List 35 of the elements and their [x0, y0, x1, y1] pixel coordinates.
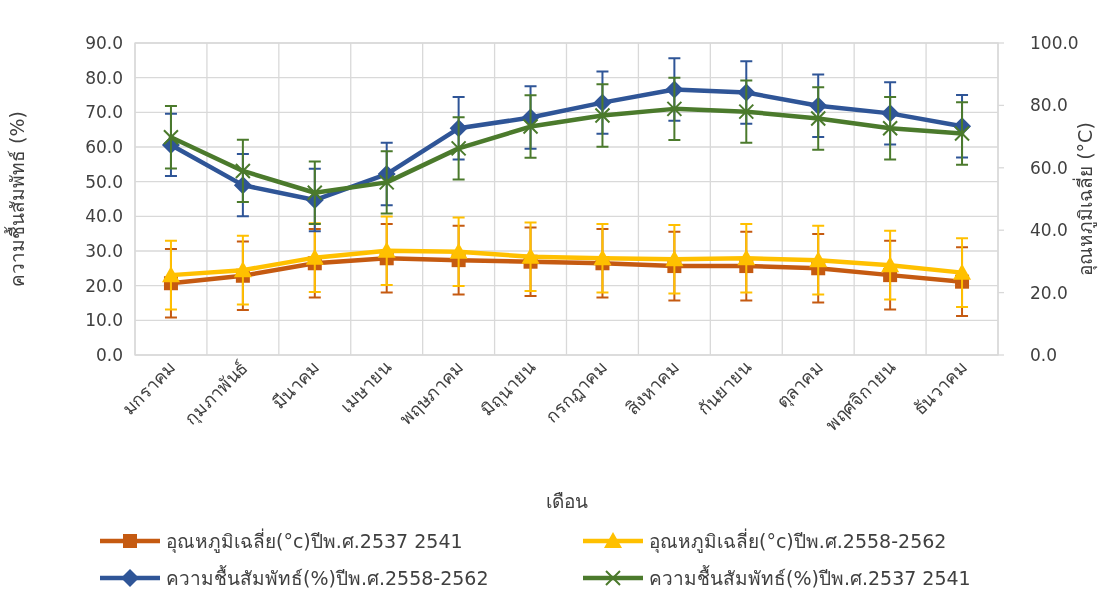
point [954, 125, 971, 142]
legend-label: อุณหภูมิเฉลี่ย(°c)ปีพ.ศ.2558-2562 [649, 528, 947, 554]
point [666, 100, 683, 117]
y-tick-label: 40.0 [85, 206, 123, 227]
y-axis-title: ความชื้นสัมพัทธ์ (%) [4, 111, 28, 287]
point [378, 174, 395, 191]
y2-tick-label: 60.0 [1030, 157, 1068, 178]
y-tick-label: 80.0 [85, 67, 123, 88]
legend-label: ความชื้นสัมพัทธ์(%)ปีพ.ศ.2537 2541 [649, 565, 971, 589]
y2-axis-title: อุณหภูมิเฉลี่ย (°C) [1072, 122, 1098, 276]
y-tick-label: 10.0 [85, 310, 123, 331]
legend-label: อุณหภูมิเฉลี่ย(°c)ปีพ.ศ.2537 2541 [166, 528, 463, 554]
y-tick-label: 30.0 [85, 241, 123, 261]
point [594, 107, 611, 124]
point [882, 120, 899, 137]
y-tick-label: 50.0 [85, 171, 123, 192]
y-tick-label: 60.0 [85, 137, 123, 157]
point [306, 184, 323, 201]
y2-tick-label: 40.0 [1030, 220, 1068, 241]
point [810, 110, 827, 127]
y-tick-label: 20.0 [85, 275, 123, 296]
point [522, 118, 539, 135]
y-tick-label: 70.0 [85, 102, 123, 123]
point [234, 162, 251, 179]
y2-tick-label: 0.0 [1030, 345, 1058, 365]
y2-tick-label: 20.0 [1030, 282, 1068, 303]
point [450, 140, 467, 157]
y-tick-label: 90.0 [85, 33, 123, 53]
point [162, 129, 179, 146]
x-axis-title: เดือน [545, 490, 588, 512]
legend-label: ความชื้นสัมพัทธ์(%)ปีพ.ศ.2558-2562 [166, 565, 489, 589]
y-tick-label: 0.0 [95, 345, 123, 365]
point [738, 103, 755, 120]
y2-tick-label: 100.0 [1030, 33, 1079, 53]
y2-tick-label: 80.0 [1030, 95, 1068, 116]
